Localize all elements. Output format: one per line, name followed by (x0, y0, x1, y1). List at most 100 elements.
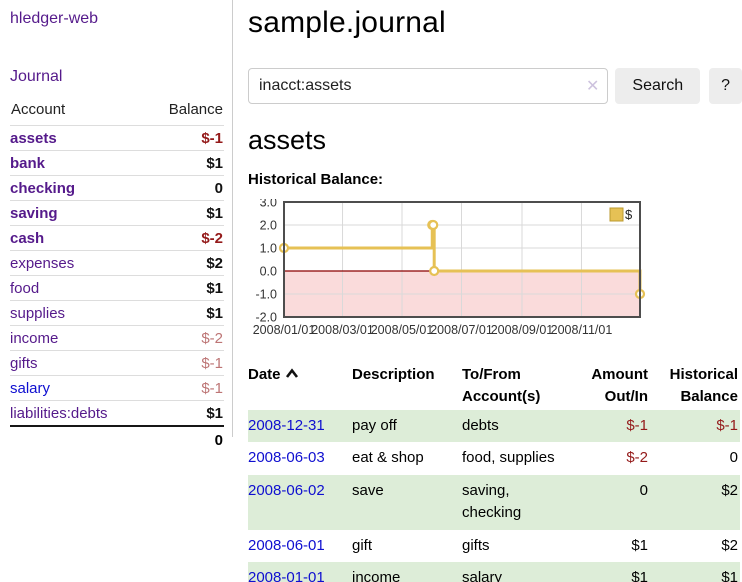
account-link[interactable]: salary (10, 380, 51, 397)
svg-text:-2.0: -2.0 (255, 311, 277, 325)
account-row: cash $-2 (10, 225, 224, 251)
account-balance: $-1 (160, 350, 224, 376)
register-table-body: 2008-12-31 pay off debts $-1 $-1 2008-06-03 ea… (248, 409, 740, 582)
sort-ascending-icon (285, 364, 299, 386)
transaction-amount: $1 (631, 569, 648, 582)
register-header-accounts: To/From Account(s) (462, 366, 541, 405)
register-row: 2008-12-31 pay off debts $-1 $-1 (248, 409, 740, 442)
accounts-table: Account Balance assets $-1 bank $1 checking 0… (10, 101, 224, 452)
account-row: income $-2 (10, 325, 224, 351)
account-link[interactable]: cash (10, 230, 45, 247)
account-link[interactable]: income (10, 330, 59, 347)
account-row: liabilities:debts $1 (10, 400, 224, 426)
transaction-date-link[interactable]: 2008-06-03 (248, 449, 325, 466)
transaction-description: gift (352, 536, 373, 554)
svg-text:2008/07/01: 2008/07/01 (430, 323, 493, 337)
transaction-description: save (352, 481, 384, 499)
transaction-description: eat & shop (352, 449, 424, 466)
account-link[interactable]: gifts (10, 355, 38, 372)
accounts-header-balance: Balance (168, 101, 223, 118)
svg-text:2008/11/01: 2008/11/01 (551, 323, 613, 337)
accounts-total-spacer (10, 425, 160, 452)
account-link[interactable]: food (10, 280, 40, 297)
transaction-accounts: gifts (462, 536, 490, 554)
account-balance: $2 (160, 250, 224, 276)
accounts-total-row: 0 (10, 425, 224, 452)
svg-text:3.0: 3.0 (260, 199, 277, 210)
account-balance: $-2 (160, 225, 224, 251)
svg-text:-1.0: -1.0 (255, 288, 277, 302)
svg-text:2.0: 2.0 (260, 219, 277, 233)
register-row: 2008-06-01 gift gifts $1 $2 (248, 530, 740, 563)
register-header-description: Description (352, 366, 435, 383)
transaction-date-link[interactable]: 2008-06-01 (248, 536, 325, 554)
app-title-link[interactable]: hledger-web (10, 10, 99, 27)
account-balance: 0 (160, 175, 224, 201)
account-heading: assets (248, 125, 327, 155)
search-input[interactable] (248, 68, 609, 104)
account-balance: $-1 (160, 125, 224, 151)
account-link[interactable]: liabilities:debts (10, 405, 108, 422)
account-balance: $1 (160, 275, 224, 301)
search-button[interactable]: Search (615, 68, 701, 104)
account-balance: $1 (160, 200, 224, 226)
historical-balance-chart: $3.0 2.0 1.0 0.0 -1.0 -2.02008/01/012008/03/0… (253, 199, 646, 337)
account-row: bank $1 (10, 150, 224, 176)
page-title: sample.journal (248, 6, 446, 39)
transaction-amount: $-2 (626, 449, 648, 466)
account-link[interactable]: supplies (10, 305, 66, 322)
transaction-amount: $-1 (626, 416, 648, 434)
account-row: checking 0 (10, 175, 224, 201)
register-header-row: Date Description To/From Account(s) Amou… (248, 362, 740, 410)
account-link[interactable]: checking (10, 180, 76, 197)
accounts-header-row: Account Balance (10, 101, 224, 126)
transaction-balance: $2 (721, 536, 738, 554)
register-row: 2008-06-02 save saving, checking 0 $2 (248, 474, 740, 530)
transaction-date-link[interactable]: 2008-01-01 (248, 569, 325, 582)
account-row: saving $1 (10, 200, 224, 226)
transaction-balance: $-1 (716, 416, 738, 434)
sidebar-item-journal[interactable]: Journal (10, 68, 63, 85)
account-balance: $1 (160, 400, 224, 426)
transaction-description: income (352, 569, 401, 582)
search-input-wrap: ✕ (248, 68, 609, 104)
account-row: food $1 (10, 275, 224, 301)
account-link[interactable]: saving (10, 205, 58, 222)
account-row: gifts $-1 (10, 350, 224, 376)
transaction-accounts: saving, checking (462, 481, 522, 522)
help-button[interactable]: ? (709, 68, 742, 104)
transaction-accounts: salary (462, 569, 503, 582)
transaction-amount: $1 (631, 536, 648, 554)
account-link[interactable]: assets (10, 130, 57, 147)
search-bar: ✕ Search ? (248, 68, 742, 104)
account-balance: $1 (160, 150, 224, 176)
svg-text:2008/03/01: 2008/03/01 (311, 323, 374, 337)
clear-search-icon[interactable]: ✕ (585, 78, 600, 95)
transaction-amount: 0 (639, 481, 648, 499)
account-link[interactable]: bank (10, 155, 46, 172)
transaction-description: pay off (352, 416, 397, 434)
transaction-balance: 0 (729, 449, 738, 466)
transaction-date-link[interactable]: 2008-06-02 (248, 481, 325, 499)
register-header-balance: Historical Balance (669, 366, 738, 405)
account-row: expenses $2 (10, 250, 224, 276)
account-link[interactable]: expenses (10, 255, 75, 272)
accounts-table-body: assets $-1 bank $1 checking 0 saving $1 cash $-2 e… (10, 125, 224, 426)
legend-swatch (609, 207, 624, 222)
transaction-date-link[interactable]: 2008-12-31 (248, 416, 325, 434)
svg-text:2008/05/01: 2008/05/01 (371, 323, 434, 337)
register-row: 2008-06-03 eat & shop food, supplies $-2 0 (248, 442, 740, 475)
account-balance: $-2 (160, 325, 224, 351)
register-table: Date Description To/From Account(s) Amou… (248, 362, 740, 582)
svg-text:2008/01/01: 2008/01/01 (253, 323, 316, 337)
transaction-accounts: food, supplies (462, 449, 555, 466)
svg-text:0.0: 0.0 (260, 265, 277, 279)
chart-heading: Historical Balance: (248, 171, 384, 188)
register-header-date[interactable]: Date (248, 362, 352, 410)
accounts-header-account: Account (11, 101, 66, 118)
transaction-balance: $1 (721, 569, 738, 582)
main-content: sample.journal ✕ Search ? assets Histori… (248, 0, 742, 582)
account-row: salary $-1 (10, 375, 224, 401)
account-balance: $-1 (160, 375, 224, 401)
account-row: assets $-1 (10, 125, 224, 151)
